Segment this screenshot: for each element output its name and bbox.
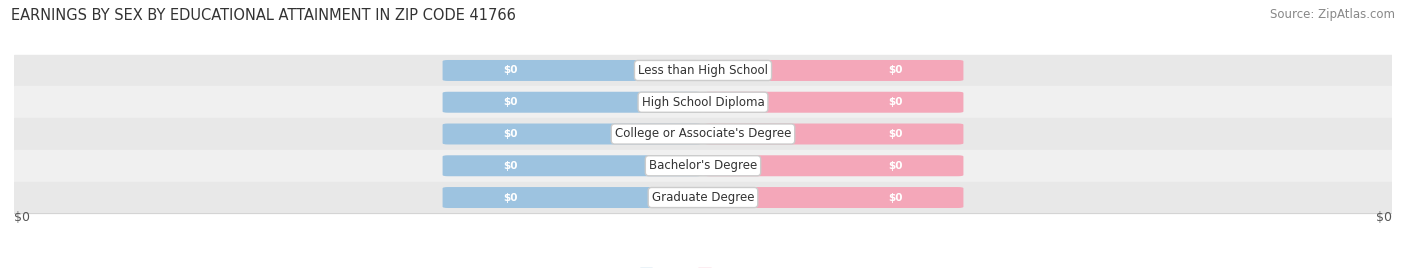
Bar (14, 182, 1392, 213)
Bar (14, 118, 1392, 150)
Text: $0: $0 (889, 65, 903, 76)
Text: $0: $0 (503, 65, 517, 76)
Text: $0: $0 (503, 129, 517, 139)
Bar (14, 86, 1392, 118)
Legend: Male, Female: Male, Female (636, 263, 770, 268)
FancyBboxPatch shape (704, 124, 963, 144)
FancyBboxPatch shape (704, 60, 963, 81)
Text: Source: ZipAtlas.com: Source: ZipAtlas.com (1270, 8, 1395, 21)
FancyBboxPatch shape (704, 92, 963, 113)
FancyBboxPatch shape (443, 187, 702, 208)
Text: EARNINGS BY SEX BY EDUCATIONAL ATTAINMENT IN ZIP CODE 41766: EARNINGS BY SEX BY EDUCATIONAL ATTAINMEN… (11, 8, 516, 23)
Bar (14, 150, 1392, 182)
Text: Bachelor's Degree: Bachelor's Degree (650, 159, 756, 172)
Text: $0: $0 (14, 211, 30, 224)
Text: $0: $0 (1376, 211, 1392, 224)
Text: Less than High School: Less than High School (638, 64, 768, 77)
Text: College or Associate's Degree: College or Associate's Degree (614, 128, 792, 140)
FancyBboxPatch shape (443, 155, 702, 176)
FancyBboxPatch shape (443, 60, 702, 81)
FancyBboxPatch shape (443, 124, 702, 144)
Text: $0: $0 (503, 192, 517, 203)
Text: $0: $0 (889, 192, 903, 203)
Text: $0: $0 (503, 161, 517, 171)
FancyBboxPatch shape (704, 155, 963, 176)
Text: $0: $0 (889, 129, 903, 139)
FancyBboxPatch shape (704, 187, 963, 208)
Bar (14, 55, 1392, 86)
Text: $0: $0 (889, 97, 903, 107)
Text: Graduate Degree: Graduate Degree (652, 191, 754, 204)
FancyBboxPatch shape (443, 92, 702, 113)
Text: $0: $0 (889, 161, 903, 171)
Text: High School Diploma: High School Diploma (641, 96, 765, 109)
Text: $0: $0 (503, 97, 517, 107)
